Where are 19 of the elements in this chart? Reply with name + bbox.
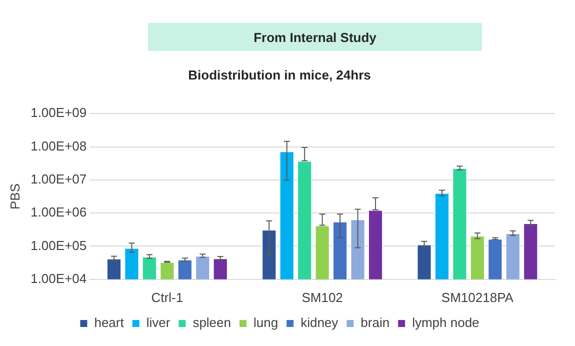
y-tick-label: 1.00E+06 xyxy=(30,204,87,220)
chart-subtitle: From Internal Study xyxy=(148,23,482,51)
legend-label: brain xyxy=(360,315,390,330)
y-tick-label: 1.00E+09 xyxy=(30,105,87,120)
x-tick-label: Ctrl-1 xyxy=(151,290,184,305)
y-tick-label: 1.00E+04 xyxy=(30,270,87,286)
legend-label: heart xyxy=(94,315,124,330)
legend-label: lymph node xyxy=(412,315,480,330)
y-tick-label: 1.00E+05 xyxy=(30,238,87,253)
chart-title: Biodistribution in mice, 24hrs xyxy=(188,67,371,82)
y-tick-label: 1.00E+08 xyxy=(30,138,87,154)
y-axis-title: PBS xyxy=(7,183,22,210)
legend-label: liver xyxy=(146,315,171,330)
y-tick-label: 1.00E+07 xyxy=(30,172,87,186)
legend-label: spleen xyxy=(192,315,232,330)
x-tick-label: SM102 xyxy=(302,290,343,305)
legend-label: kidney xyxy=(300,315,339,330)
legend-label: lung xyxy=(254,315,278,330)
x-tick-label: SM10218PA xyxy=(441,290,514,305)
